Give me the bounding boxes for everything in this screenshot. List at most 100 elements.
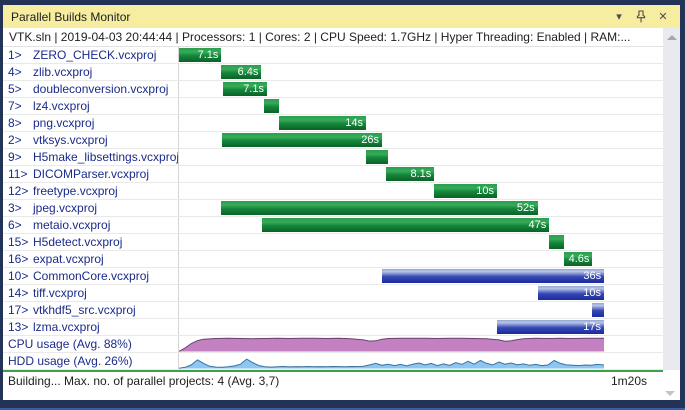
gantt-bar (366, 150, 388, 164)
gantt-bar: 8.1s (386, 167, 435, 181)
gantt-bar: 47s (262, 218, 550, 232)
gantt-bar: 52s (221, 201, 538, 215)
usage-chart (179, 336, 663, 352)
usage-rows: CPU usage (Avg. 88%) HDD usage (Avg. 26%… (3, 336, 663, 370)
tool-window-titlebar[interactable]: Parallel Builds Monitor ▾ ✕ (3, 5, 680, 28)
hdd-usage-area (179, 358, 605, 369)
bar-duration-label: 47s (528, 219, 547, 231)
monitor-client-area: VTK.sln | 2019-04-03 20:44:44 | Processo… (3, 28, 680, 400)
bar-duration-label: 7.1s (197, 49, 219, 61)
project-row: 12> freetype.vcxproj 10s (3, 183, 663, 200)
pin-button[interactable] (632, 8, 650, 26)
project-row: 3> jpeg.vcxproj 52s (3, 200, 663, 217)
project-name: expat.vcxproj (33, 252, 104, 266)
usage-chart (179, 353, 663, 369)
project-number: 16> (8, 252, 29, 266)
status-bar: Building... Max. no. of parallel project… (3, 372, 663, 390)
project-number: 1> (8, 48, 22, 62)
gantt-bar (592, 303, 604, 317)
project-name: doubleconversion.vcxproj (33, 82, 169, 96)
project-number: 5> (8, 82, 22, 96)
usage-label: CPU usage (Avg. 88%) (8, 337, 132, 351)
project-number: 3> (8, 201, 22, 215)
project-row: 7> lz4.vcxproj (3, 98, 663, 115)
project-name: H5detect.vcxproj (33, 235, 123, 249)
project-number: 12> (8, 184, 29, 198)
project-row: 16> expat.vcxproj 4.6s (3, 251, 663, 268)
window-options-button[interactable]: ▾ (610, 8, 628, 26)
gantt-bar: 26s (222, 133, 382, 147)
usage-row: CPU usage (Avg. 88%) (3, 336, 663, 353)
project-number: 9> (8, 150, 22, 164)
bar-duration-label: 52s (516, 202, 535, 214)
project-row: 15> H5detect.vcxproj (3, 234, 663, 251)
project-name: vtksys.vcxproj (33, 133, 108, 147)
project-name: png.vcxproj (33, 116, 95, 130)
scroll-up-icon[interactable] (667, 35, 677, 40)
usage-row: HDD usage (Avg. 26%) (3, 353, 663, 370)
project-name: CommonCore.vcxproj (33, 269, 150, 283)
close-button[interactable]: ✕ (654, 8, 672, 26)
gantt-bar (263, 99, 280, 113)
project-name: DICOMParser.vcxproj (33, 167, 150, 181)
pin-icon (636, 10, 646, 23)
project-number: 17> (8, 303, 29, 317)
gantt-bar: 7.1s (179, 48, 222, 62)
project-name: jpeg.vcxproj (33, 201, 98, 215)
window-title: Parallel Builds Monitor (11, 9, 131, 24)
project-name: metaio.vcxproj (33, 218, 111, 232)
bar-duration-label: 14s (345, 117, 363, 129)
project-name: freetype.vcxproj (33, 184, 118, 198)
scroll-down-icon[interactable] (665, 391, 675, 396)
project-number: 6> (8, 218, 22, 232)
project-number: 14> (8, 286, 29, 300)
project-row: 2> vtksys.vcxproj 26s (3, 132, 663, 149)
bar-duration-label: 17s (583, 321, 601, 333)
project-row: 1> ZERO_CHECK.vcxproj 7.1s (3, 47, 663, 64)
close-icon: ✕ (658, 11, 668, 23)
build-session-info: VTK.sln | 2019-04-03 20:44:44 | Processo… (3, 28, 663, 47)
bar-duration-label: 6.4s (237, 66, 259, 78)
project-number: 7> (8, 99, 22, 113)
project-number: 15> (8, 235, 29, 249)
bar-duration-label: 26s (361, 134, 379, 146)
project-name: H5make_libsettings.vcxproj (33, 150, 179, 164)
gantt-bar: 7.1s (223, 82, 267, 96)
window-bottom-edge (0, 408, 685, 410)
bar-duration-label: 4.6s (568, 253, 590, 265)
project-number: 13> (8, 320, 29, 334)
elapsed-time-label: 1m20s (610, 374, 647, 388)
project-row: 8> png.vcxproj 14s (3, 115, 663, 132)
project-number: 2> (8, 133, 22, 147)
project-name: tiff.vcxproj (33, 286, 87, 300)
project-number: 11> (8, 167, 28, 181)
project-number: 8> (8, 116, 22, 130)
project-name: ZERO_CHECK.vcxproj (33, 48, 157, 62)
project-row: 11> DICOMParser.vcxproj 8.1s (3, 166, 663, 183)
project-number: 4> (8, 65, 22, 79)
bar-duration-label: 7.1s (243, 83, 264, 95)
gantt-bar: 10s (538, 286, 604, 300)
project-number: 10> (8, 269, 29, 283)
vertical-scrollbar[interactable] (663, 28, 680, 370)
bar-duration-label: 10s (476, 185, 494, 197)
project-name: lz4.vcxproj (33, 99, 90, 113)
gantt-bar: 6.4s (221, 65, 262, 79)
gantt-bar: 10s (434, 184, 497, 198)
bar-duration-label: 36s (583, 270, 602, 282)
gantt-bar: 14s (279, 116, 366, 130)
project-name: lzma.vcxproj (33, 320, 100, 334)
bar-duration-label: 8.1s (410, 168, 432, 180)
project-row: 4> zlib.vcxproj 6.4s (3, 64, 663, 81)
project-row: 17> vtkhdf5_src.vcxproj (3, 302, 663, 319)
project-row: 14> tiff.vcxproj 10s (3, 285, 663, 302)
project-row: 5> doubleconversion.vcxproj 7.1s (3, 81, 663, 98)
project-row: 6> metaio.vcxproj 47s (3, 217, 663, 234)
chart-bottom-separator (3, 370, 663, 372)
project-row: 13> lzma.vcxproj 17s (3, 319, 663, 336)
usage-label: HDD usage (Avg. 26%) (8, 354, 133, 368)
project-name: zlib.vcxproj (33, 65, 93, 79)
cpu-usage-area (179, 337, 605, 352)
project-row: 9> H5make_libsettings.vcxproj (3, 149, 663, 166)
